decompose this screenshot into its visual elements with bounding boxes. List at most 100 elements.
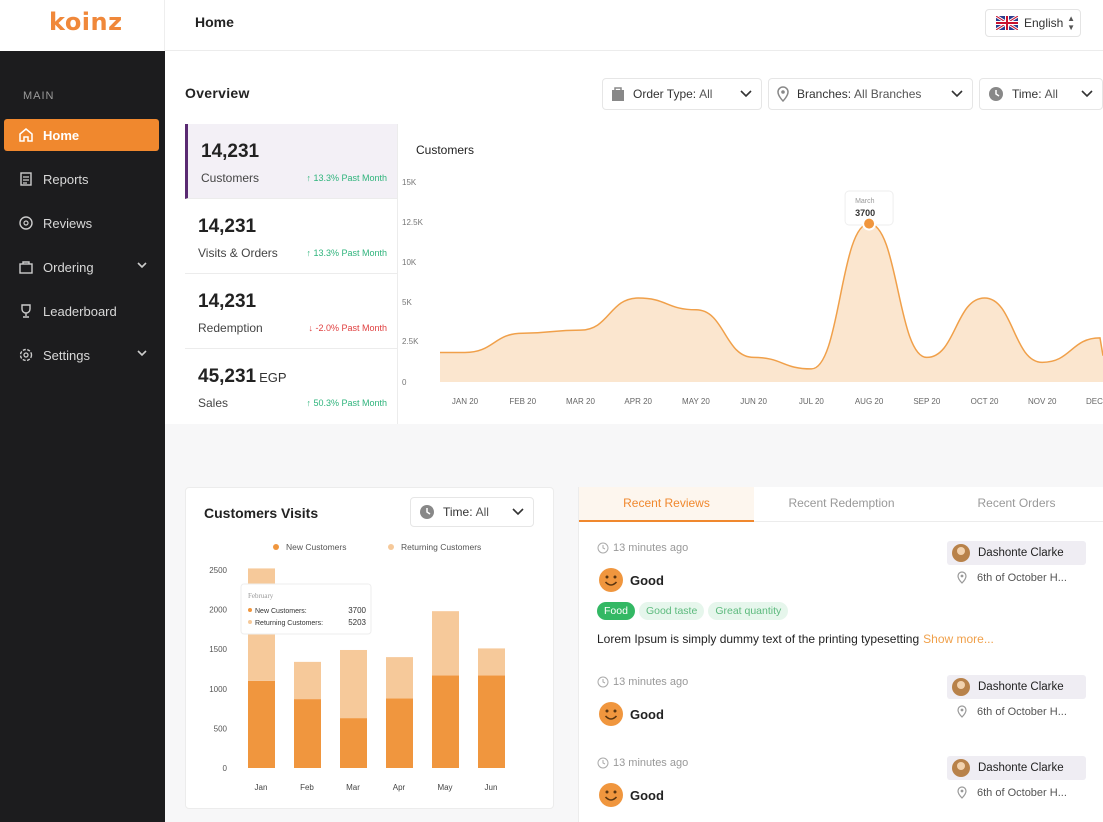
y-tick-label: 500 — [214, 724, 228, 733]
review-user[interactable]: Dashonte Clarke — [947, 541, 1086, 565]
tooltip-row-value: 3700 — [348, 606, 366, 615]
y-tick-label: 0 — [402, 378, 407, 387]
location-pin-icon — [777, 86, 789, 102]
clock-icon — [420, 505, 434, 519]
tooltip-row-label: New Customers: — [255, 608, 307, 615]
stat-label: Redemption — [198, 321, 263, 335]
visits-time-filter[interactable]: Time: All — [410, 497, 534, 527]
legend-marker — [273, 544, 279, 550]
x-tick-label: JUN 20 — [740, 397, 767, 406]
home-icon — [19, 128, 33, 142]
bar-returning-customers — [386, 657, 413, 699]
language-label: English — [1024, 16, 1064, 30]
bar-new-customers — [478, 675, 505, 768]
time-filter[interactable]: Time: All — [979, 78, 1103, 110]
chevron-down-icon — [1081, 90, 1093, 98]
order-type-filter[interactable]: Order Type: All — [602, 78, 762, 110]
review-branch: 6th of October H... — [957, 705, 1067, 718]
legend-label: New Customers — [286, 542, 346, 552]
stat-label: Visits & Orders — [198, 246, 278, 260]
legend-marker — [388, 544, 394, 550]
customers-visits-panel: Customers Visits Time: All New Customers… — [185, 487, 554, 809]
sidebar-item-label: Reports — [43, 171, 89, 187]
y-tick-label: 1500 — [209, 645, 227, 654]
sidebar-item-leaderboard[interactable]: Leaderboard — [4, 295, 159, 327]
overview-panel: Overview Order Type: All Branches: All B… — [165, 51, 1103, 424]
filter-label: Branches: — [797, 87, 852, 101]
trophy-icon — [21, 304, 31, 318]
overview-title: Overview — [185, 85, 250, 101]
bar-new-customers — [432, 675, 459, 768]
visits-title: Customers Visits — [204, 505, 319, 521]
filter-label: Time: — [1012, 87, 1042, 101]
sidebar: koinz MAIN Home Reports Reviews Ordering… — [0, 0, 165, 822]
clock-icon — [989, 87, 1003, 101]
review-rating: Good — [598, 567, 664, 593]
review-text: Lorem Ipsum is simply dummy text of the … — [597, 632, 994, 646]
tooltip-row-label: Returning Customers: — [255, 620, 323, 627]
filter-label: Order Type: — [633, 87, 697, 101]
y-tick-label: 1000 — [209, 685, 227, 694]
review-time: 13 minutes ago — [597, 542, 688, 554]
chevron-down-icon — [740, 90, 752, 98]
reports-icon — [20, 172, 32, 186]
review-user[interactable]: Dashonte Clarke — [947, 675, 1086, 699]
chevron-down-icon[interactable] — [137, 349, 147, 357]
filter-value: All — [1044, 87, 1058, 101]
bar-returning-customers — [340, 649, 367, 719]
bar-returning-customers — [294, 661, 321, 700]
logo[interactable]: koinz — [49, 8, 123, 36]
tooltip-value: 3700 — [855, 208, 875, 218]
legend-label: Returning Customers — [401, 542, 481, 552]
y-tick-label: 0 — [223, 764, 228, 773]
logo-area: koinz — [0, 0, 165, 51]
stat-card-redemption[interactable]: 14,231 Redemption ↓ -2.0% Past Month — [185, 274, 397, 349]
sidebar-item-home[interactable]: Home — [4, 119, 159, 151]
review-user[interactable]: Dashonte Clarke — [947, 756, 1086, 780]
stat-card-visits-orders[interactable]: 14,231 Visits & Orders ↑ 13.3% Past Mont… — [185, 199, 397, 274]
sidebar-item-reviews[interactable]: Reviews — [4, 207, 159, 239]
tab-recent-orders[interactable]: Recent Orders — [977, 496, 1056, 510]
stat-card-customers[interactable]: 14,231 Customers ↑ 13.3% Past Month — [185, 124, 397, 199]
x-tick-label: OCT 20 — [971, 397, 999, 406]
stat-card-sales[interactable]: 45,231 EGP Sales ↑ 50.3% Past Month — [185, 349, 397, 424]
y-tick-label: 12.5K — [402, 218, 424, 227]
show-more-link[interactable]: Show more... — [923, 632, 994, 646]
stat-change: ↑ 13.3% Past Month — [306, 248, 387, 258]
language-select[interactable]: English ▲ ▼ — [985, 9, 1081, 37]
area-fill — [440, 223, 1103, 382]
uk-flag-icon — [996, 16, 1018, 30]
chevron-down-icon[interactable] — [137, 261, 147, 269]
select-arrows-icon: ▲ ▼ — [1067, 14, 1075, 32]
x-tick-label: DEC 20 — [1086, 397, 1103, 406]
bar-new-customers — [294, 699, 321, 768]
tab-recent-redemption[interactable]: Recent Redemption — [788, 496, 895, 510]
top-bar: Home English ▲ ▼ — [165, 0, 1103, 51]
smiley-icon — [599, 702, 623, 726]
sidebar-item-reports[interactable]: Reports — [4, 163, 159, 195]
review-branch: 6th of October H... — [957, 786, 1067, 799]
review-time: 13 minutes ago — [597, 676, 688, 688]
gear-icon — [19, 348, 33, 362]
tooltip-label: March — [855, 198, 875, 205]
sidebar-item-settings[interactable]: Settings — [4, 339, 159, 371]
x-tick-label: Jun — [485, 783, 498, 792]
reviews-tabs: Recent Reviews Recent Redemption Recent … — [579, 487, 1103, 522]
reviews-panel: Recent Reviews Recent Redemption Recent … — [578, 487, 1103, 822]
y-tick-label: 2.5K — [402, 337, 419, 346]
sidebar-item-label: Leaderboard — [43, 303, 117, 319]
branches-filter[interactable]: Branches: All Branches — [768, 78, 973, 110]
sidebar-item-ordering[interactable]: Ordering — [4, 251, 159, 283]
tooltip-marker — [248, 620, 252, 624]
review-time: 13 minutes ago — [597, 757, 688, 769]
review-tags: Food Good taste Great quantity — [597, 602, 789, 620]
tooltip-marker — [248, 608, 252, 612]
x-tick-label: FEB 20 — [509, 397, 536, 406]
bag-icon — [612, 87, 624, 101]
x-tick-label: JAN 20 — [452, 397, 479, 406]
location-pin-icon — [957, 705, 967, 718]
clock-icon — [597, 757, 609, 769]
tab-recent-reviews[interactable]: Recent Reviews — [579, 487, 754, 522]
customers-visits-bar-chart: New Customers Returning Customers 0 500 1000… — [209, 542, 505, 792]
tooltip-title: February — [248, 592, 274, 600]
